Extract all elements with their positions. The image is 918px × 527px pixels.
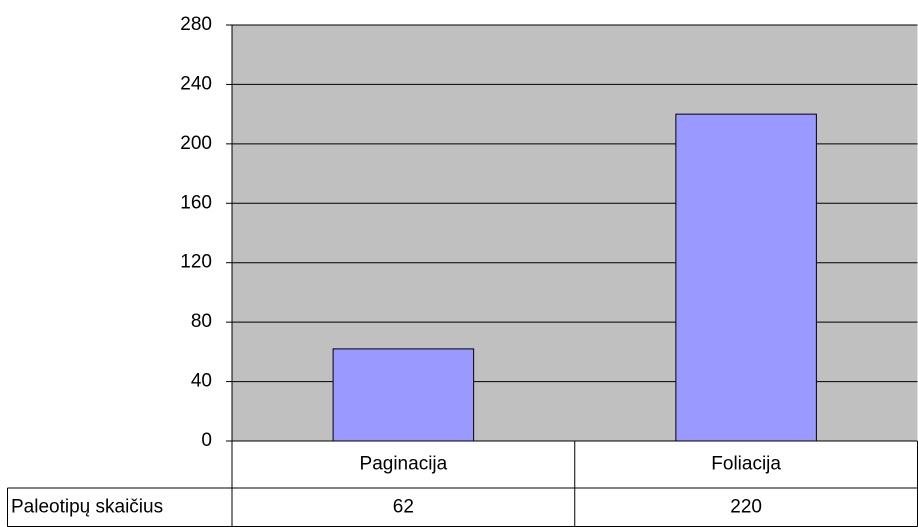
y-tick-label: 280 bbox=[180, 14, 212, 35]
data-table-value: 220 bbox=[730, 496, 762, 517]
data-table-category: Paginacija bbox=[360, 454, 448, 475]
data-table-series-name: Paleotipų skaičius bbox=[11, 496, 163, 517]
y-tick-label: 200 bbox=[180, 133, 212, 154]
y-tick-label: 120 bbox=[180, 252, 212, 273]
y-tick-label: 160 bbox=[180, 192, 212, 213]
data-table-category: Foliacija bbox=[711, 454, 781, 475]
bar bbox=[675, 113, 817, 442]
y-tick-label: 240 bbox=[180, 73, 212, 94]
bar bbox=[332, 348, 475, 442]
y-tick-label: 40 bbox=[191, 371, 212, 392]
y-tick-label: 80 bbox=[191, 311, 212, 332]
y-tick-label: 0 bbox=[201, 430, 212, 451]
data-table-value: 62 bbox=[393, 496, 414, 517]
